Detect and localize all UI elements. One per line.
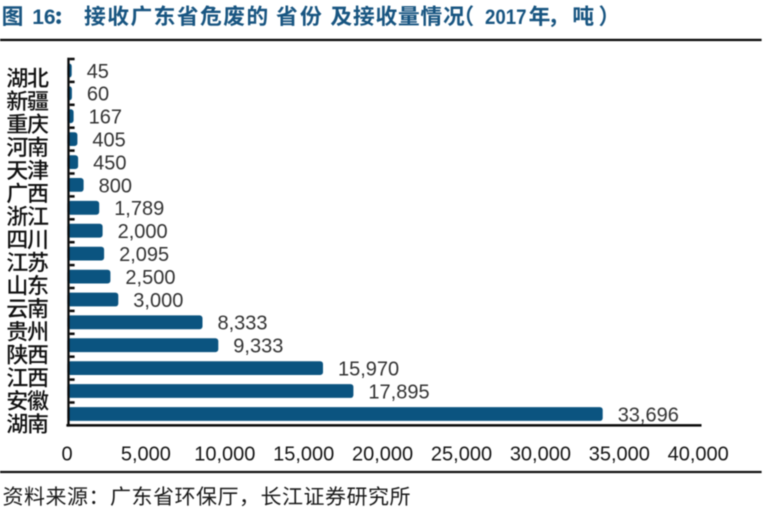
svg-text:60: 60 (87, 84, 109, 106)
svg-text:2,500: 2,500 (125, 267, 175, 289)
svg-text:2,000: 2,000 (118, 221, 168, 243)
svg-text:16: 16 (32, 6, 55, 29)
svg-text:2,095: 2,095 (119, 244, 169, 266)
svg-text:9,333: 9,333 (233, 336, 283, 358)
svg-text:3,000: 3,000 (133, 290, 183, 312)
svg-text:30,000: 30,000 (510, 443, 571, 465)
svg-text:10,000: 10,000 (194, 443, 255, 465)
svg-text:450: 450 (93, 152, 126, 174)
svg-text:45: 45 (87, 61, 109, 83)
svg-text:15,970: 15,970 (338, 358, 399, 380)
svg-text:800: 800 (99, 175, 132, 197)
svg-text:8,333: 8,333 (218, 313, 268, 335)
svg-text:17,895: 17,895 (368, 381, 429, 403)
svg-text:167: 167 (89, 107, 122, 129)
svg-text:405: 405 (92, 129, 125, 151)
svg-text:2017: 2017 (485, 6, 527, 29)
svg-text:35,000: 35,000 (589, 443, 650, 465)
svg-text:25,000: 25,000 (431, 443, 492, 465)
svg-text:5,000: 5,000 (121, 443, 171, 465)
svg-text:15,000: 15,000 (273, 443, 334, 465)
svg-text:40,000: 40,000 (668, 443, 729, 465)
svg-text:1,789: 1,789 (114, 198, 164, 220)
svg-text:20,000: 20,000 (352, 443, 413, 465)
svg-text:33,696: 33,696 (618, 404, 679, 426)
svg-text:0: 0 (61, 443, 72, 465)
